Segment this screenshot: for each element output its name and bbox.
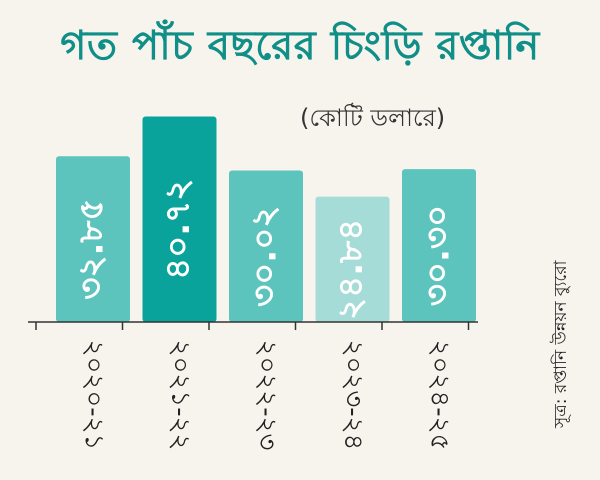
bar	[402, 169, 476, 322]
bar-value-label: ২৪.৮৪	[331, 219, 371, 320]
bar-value-label: ৩২.৮৫	[72, 198, 112, 299]
x-tick-label: ২০২৪-২৫	[425, 340, 455, 451]
x-tick-label: ২০২২-২৩	[252, 340, 282, 451]
bar-value-label: ৪০.৭২	[158, 179, 198, 280]
x-tick-label: ২০২১-২২	[165, 340, 195, 451]
x-tick-label: ২০২৩-২৪	[338, 340, 368, 451]
bar	[142, 116, 217, 322]
bar-value-label: ৩০.৩০	[418, 205, 458, 306]
bar-value-label: ৩০.০২	[245, 206, 285, 307]
unit-label: (কোটি ডলারে)	[300, 104, 446, 132]
bar	[315, 196, 390, 322]
bar	[229, 170, 303, 322]
x-tick-label: ২০২০-২১	[79, 340, 109, 451]
chart-title: গত পাঁচ বছরের চিংড়ি রপ্তানি	[60, 23, 540, 69]
bar	[56, 156, 130, 322]
